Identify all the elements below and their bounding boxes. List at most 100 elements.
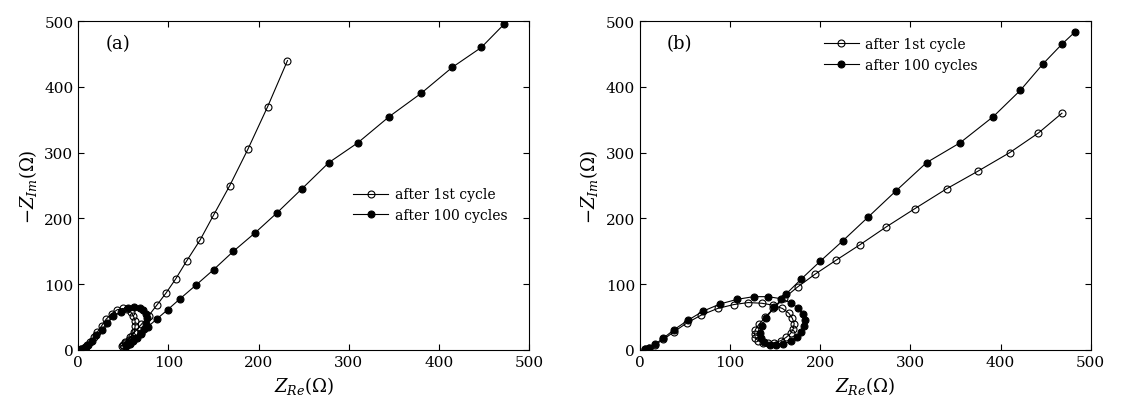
- after 1st cycle: [116, 343, 129, 348]
- after 100 cycles: [90, 333, 103, 338]
- after 1st cycle: [762, 341, 775, 346]
- after 1st cycle: [775, 306, 789, 311]
- after 1st cycle: [695, 313, 708, 318]
- after 100 cycles: [1068, 31, 1082, 36]
- after 1st cycle: [91, 330, 104, 335]
- after 100 cycles: [681, 318, 695, 323]
- after 100 cycles: [351, 141, 365, 146]
- after 100 cycles: [139, 321, 153, 326]
- after 100 cycles: [797, 311, 810, 316]
- after 1st cycle: [747, 332, 761, 337]
- after 100 cycles: [322, 161, 335, 166]
- after 100 cycles: [383, 115, 396, 120]
- after 100 cycles: [890, 189, 903, 194]
- after 100 cycles: [475, 46, 488, 51]
- Text: (b): (b): [668, 35, 692, 53]
- after 1st cycle: [940, 187, 954, 192]
- after 100 cycles: [137, 327, 150, 332]
- after 1st cycle: [123, 310, 137, 315]
- after 100 cycles: [174, 297, 187, 301]
- after 1st cycle: [141, 313, 155, 318]
- after 1st cycle: [127, 313, 140, 318]
- after 1st cycle: [1032, 131, 1046, 136]
- after 100 cycles: [1013, 88, 1027, 93]
- after 100 cycles: [121, 306, 135, 311]
- after 100 cycles: [128, 337, 141, 342]
- after 100 cycles: [798, 324, 811, 329]
- after 100 cycles: [770, 343, 783, 348]
- after 100 cycles: [813, 259, 827, 264]
- after 1st cycle: [853, 243, 866, 248]
- after 100 cycles: [137, 308, 150, 313]
- after 100 cycles: [862, 215, 875, 220]
- after 100 cycles: [790, 335, 803, 340]
- after 1st cycle: [119, 340, 132, 345]
- after 100 cycles: [730, 297, 744, 302]
- after 1st cycle: [767, 340, 781, 345]
- after 100 cycles: [836, 239, 849, 244]
- after 1st cycle: [280, 59, 294, 64]
- after 100 cycles: [74, 347, 88, 352]
- after 1st cycle: [1003, 151, 1017, 156]
- after 100 cycles: [798, 318, 811, 323]
- after 100 cycles: [119, 344, 132, 349]
- after 100 cycles: [130, 336, 144, 341]
- after 1st cycle: [752, 338, 765, 343]
- after 100 cycles: [150, 317, 164, 322]
- after 1st cycle: [159, 291, 173, 296]
- after 100 cycles: [642, 346, 655, 351]
- after 100 cycles: [794, 277, 808, 282]
- after 1st cycle: [180, 259, 193, 264]
- Y-axis label: $-Z_{Im}(\Omega)$: $-Z_{Im}(\Omega)$: [578, 149, 600, 223]
- after 1st cycle: [787, 327, 800, 332]
- after 1st cycle: [649, 342, 662, 347]
- after 100 cycles: [637, 347, 651, 352]
- after 100 cycles: [497, 23, 511, 28]
- after 1st cycle: [752, 322, 765, 327]
- after 1st cycle: [780, 335, 793, 340]
- Y-axis label: $-Z_{Im}(\Omega)$: $-Z_{Im}(\Omega)$: [17, 149, 38, 223]
- after 1st cycle: [755, 301, 769, 306]
- after 100 cycles: [227, 249, 240, 254]
- after 1st cycle: [123, 335, 137, 340]
- after 1st cycle: [766, 303, 780, 308]
- after 100 cycles: [649, 342, 662, 347]
- after 100 cycles: [754, 336, 767, 341]
- after 1st cycle: [125, 334, 138, 339]
- Line: after 100 cycles: after 100 cycles: [641, 30, 1078, 353]
- after 1st cycle: [791, 285, 804, 290]
- after 1st cycle: [656, 337, 670, 342]
- after 100 cycles: [763, 342, 776, 347]
- after 1st cycle: [758, 315, 772, 320]
- after 100 cycles: [697, 309, 710, 314]
- after 100 cycles: [160, 308, 174, 313]
- after 100 cycles: [107, 314, 120, 319]
- after 100 cycles: [784, 300, 798, 305]
- after 100 cycles: [986, 115, 1000, 120]
- after 100 cycles: [85, 338, 99, 343]
- after 100 cycles: [188, 283, 202, 288]
- after 1st cycle: [120, 307, 134, 312]
- after 100 cycles: [120, 343, 134, 348]
- after 100 cycles: [128, 305, 141, 310]
- after 100 cycles: [753, 330, 766, 335]
- after 1st cycle: [105, 311, 119, 316]
- X-axis label: $Z_{Re}(\Omega)$: $Z_{Re}(\Omega)$: [274, 375, 333, 396]
- Legend: after 1st cycle, after 100 cycles: after 1st cycle, after 100 cycles: [818, 32, 984, 78]
- after 1st cycle: [74, 347, 88, 352]
- after 100 cycles: [139, 311, 153, 316]
- after 1st cycle: [748, 336, 762, 341]
- after 1st cycle: [261, 105, 275, 110]
- after 100 cycles: [776, 342, 790, 347]
- after 1st cycle: [83, 340, 96, 345]
- after 1st cycle: [193, 238, 206, 243]
- after 1st cycle: [114, 344, 128, 349]
- after 100 cycles: [123, 340, 137, 345]
- after 1st cycle: [119, 341, 132, 346]
- after 100 cycles: [668, 327, 681, 332]
- after 1st cycle: [727, 302, 741, 307]
- after 1st cycle: [1055, 112, 1068, 116]
- after 1st cycle: [116, 343, 129, 348]
- after 100 cycles: [295, 187, 309, 192]
- after 1st cycle: [135, 322, 148, 327]
